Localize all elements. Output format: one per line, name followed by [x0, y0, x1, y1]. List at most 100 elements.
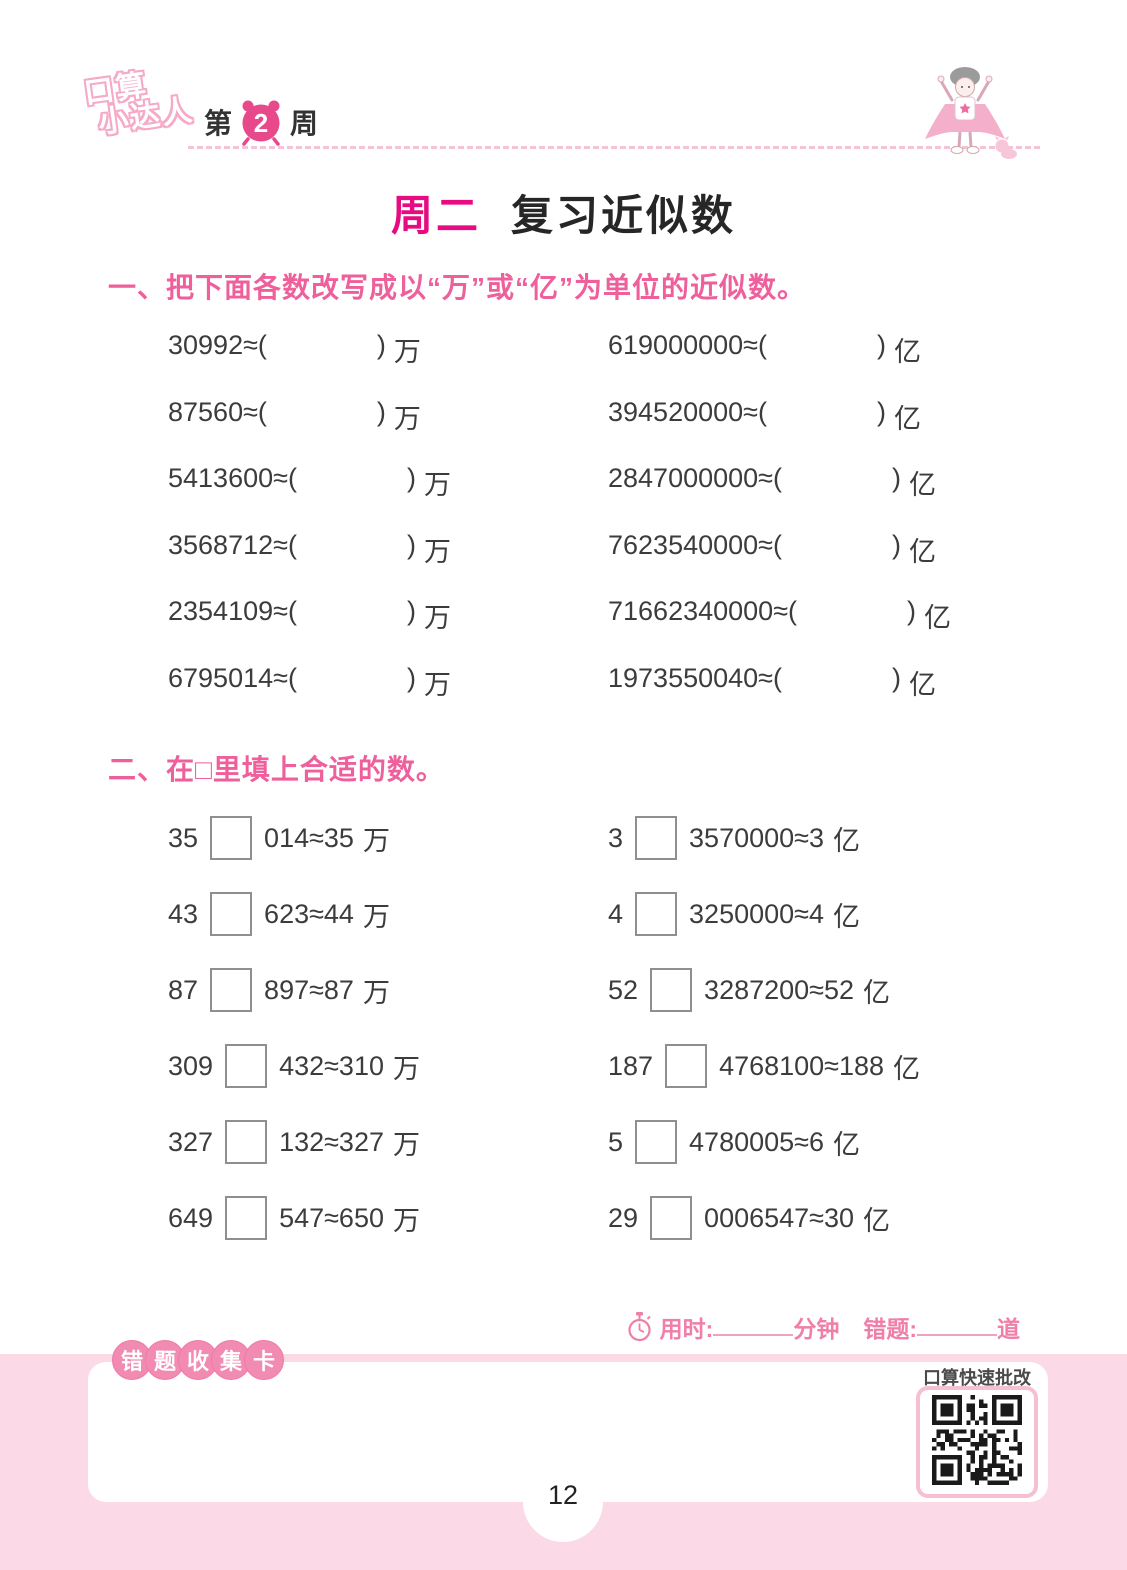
problem-row: 187 4768100≈188 亿 — [608, 1028, 920, 1104]
qr-code-icon — [932, 1394, 1022, 1490]
timing-footer: 用时: 分钟 错题: 道 — [626, 1310, 1020, 1344]
number-prefix: 3 — [608, 822, 624, 853]
section1-right-column: 619000000 ≈() 亿 394520000 ≈() 亿 2847000000 ≈(… — [608, 330, 951, 729]
problem-row: 43 623≈44 万 — [168, 876, 420, 952]
problem-number: 1973550040 — [608, 662, 759, 693]
problem-row: 649 547≈650 万 — [168, 1180, 420, 1256]
problem-row: 35 014≈35 万 — [168, 800, 420, 876]
section2-right-column: 3 3570000≈3 亿 4 3250000≈4 亿 52 3287200≈52 亿 18… — [608, 800, 920, 1256]
approx-open: ≈( — [758, 662, 782, 693]
unit-label: 亿 — [863, 1205, 891, 1236]
qr-label: 口算快速批改 — [923, 1368, 1031, 1388]
approx-open: ≈( — [273, 529, 297, 560]
time-blank — [713, 1318, 794, 1336]
close-paren: ) — [891, 662, 901, 693]
time-label: 用时: — [659, 1316, 714, 1342]
close-paren: ) — [876, 396, 886, 427]
problem-row: 3 3570000≈3 亿 — [608, 800, 920, 876]
unit-label: 万 — [393, 337, 421, 367]
problem-row: 87560 ≈() 万 — [168, 397, 451, 464]
unit-label: 亿 — [893, 403, 921, 434]
error-card-label-char: 集 — [211, 1340, 251, 1380]
unit-label: 万 — [423, 470, 451, 500]
brand-logo: 口算 小达人 — [82, 65, 196, 140]
week-suffix: 周 — [290, 108, 319, 139]
problem-row: 7623540000 ≈() 亿 — [608, 530, 951, 597]
problem-number: 5413600 — [168, 463, 274, 493]
close-paren: ) — [376, 330, 386, 360]
week-indicator: 第 2 周 — [204, 98, 318, 146]
number-prefix: 649 — [168, 1202, 214, 1233]
unit-label: 万 — [362, 901, 390, 932]
fill-box — [635, 892, 678, 936]
problem-row: 5 4780005≈6 亿 — [608, 1104, 920, 1180]
unit-label: 万 — [393, 403, 421, 434]
number-suffix: 3570000≈3 — [689, 822, 824, 853]
error-card-label-char: 卡 — [244, 1340, 284, 1380]
unit-label: 亿 — [832, 825, 860, 856]
close-paren: ) — [876, 330, 886, 360]
unit-label: 万 — [392, 1205, 420, 1236]
problem-number: 6795014 — [168, 662, 274, 693]
approx-open: ≈( — [273, 662, 297, 693]
unit-label: 万 — [423, 669, 451, 700]
close-paren: ) — [376, 396, 386, 427]
unit-label: 亿 — [908, 470, 936, 500]
close-paren: ) — [406, 596, 416, 626]
fill-box — [635, 1120, 678, 1164]
problem-number: 2847000000 — [608, 463, 759, 493]
problem-number: 2354109 — [168, 596, 274, 626]
approx-open: ≈( — [243, 396, 267, 427]
problem-row: 5413600 ≈() 万 — [168, 463, 451, 530]
error-card-label-char: 题 — [145, 1340, 185, 1380]
problem-row: 52 3287200≈52 亿 — [608, 952, 920, 1028]
kid-illustration — [925, 67, 1017, 159]
number-suffix: 432≈310 — [279, 1050, 384, 1081]
problem-row: 4 3250000≈4 亿 — [608, 876, 920, 952]
unit-label: 万 — [362, 977, 390, 1008]
unit-label: 万 — [362, 825, 390, 856]
number-prefix: 5 — [608, 1126, 624, 1157]
number-suffix: 132≈327 — [279, 1126, 384, 1157]
number-prefix: 52 — [608, 974, 639, 1005]
number-prefix: 29 — [608, 1202, 639, 1233]
problem-number: 7623540000 — [608, 529, 759, 560]
fill-box — [225, 1196, 268, 1240]
close-paren: ) — [891, 463, 901, 493]
number-suffix: 3250000≈4 — [689, 898, 824, 929]
number-suffix: 547≈650 — [279, 1202, 384, 1233]
number-suffix: 014≈35 — [264, 822, 354, 853]
fill-box — [210, 816, 253, 860]
approx-open: ≈( — [273, 463, 297, 493]
fill-box — [210, 968, 253, 1012]
approx-open: ≈( — [273, 596, 297, 626]
stopwatch-icon — [628, 1312, 651, 1342]
number-prefix: 35 — [168, 822, 199, 853]
problem-row: 394520000 ≈() 亿 — [608, 397, 951, 464]
problem-row: 1973550040 ≈() 亿 — [608, 663, 951, 730]
section1-left-column: 30992 ≈() 万 87560 ≈() 万 5413600 ≈() 万 3568712 ≈… — [168, 330, 451, 729]
close-paren: ) — [406, 529, 416, 560]
dashed-divider — [188, 146, 1040, 149]
approx-open: ≈( — [743, 330, 767, 360]
unit-label: 亿 — [924, 603, 951, 633]
problem-row: 2847000000 ≈() 亿 — [608, 463, 951, 530]
problem-number: 30992 — [168, 330, 244, 360]
unit-label: 亿 — [832, 901, 860, 932]
fill-box — [635, 816, 678, 860]
number-prefix: 309 — [168, 1050, 214, 1081]
alarm-clock-icon: 2 — [242, 100, 280, 146]
unit-label: 亿 — [893, 337, 921, 367]
unit-label: 万 — [392, 1129, 420, 1160]
problem-number: 71662340000 — [608, 596, 774, 626]
problem-number: 619000000 — [608, 330, 744, 360]
number-prefix: 4 — [608, 898, 624, 929]
fill-box — [210, 892, 253, 936]
title-day: 周二 — [390, 192, 481, 239]
problem-row: 2354109 ≈() 万 — [168, 596, 451, 663]
unit-label: 万 — [392, 1053, 420, 1084]
unit-label: 万 — [423, 536, 451, 567]
problem-row: 30992 ≈() 万 — [168, 330, 451, 397]
fill-box — [650, 968, 693, 1012]
